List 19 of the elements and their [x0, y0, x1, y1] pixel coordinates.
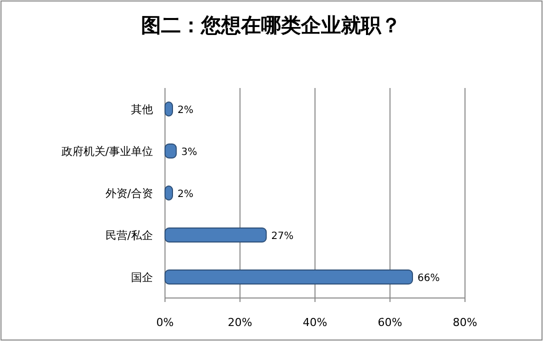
- x-tick-label: 0%: [156, 316, 174, 329]
- y-tick-label: 民营/私企: [105, 229, 153, 242]
- data-label: 2%: [178, 189, 194, 200]
- bar: [164, 144, 177, 158]
- x-tick-label: 40%: [302, 316, 328, 329]
- data-label: 66%: [418, 273, 440, 284]
- chart-title: 图二：您想在哪类企业就职？: [141, 13, 401, 37]
- x-tick-label: 80%: [452, 316, 478, 329]
- y-tick-label: 外资/合资: [105, 187, 153, 200]
- bar: [164, 270, 413, 284]
- x-tick-label: 60%: [378, 316, 402, 329]
- y-tick-label: 国企: [131, 271, 153, 284]
- x-tick-label: 20%: [228, 316, 252, 329]
- data-label: 27%: [271, 231, 294, 242]
- data-label: 3%: [181, 147, 198, 158]
- bar: [164, 228, 267, 242]
- y-tick-label: 其他: [131, 103, 153, 116]
- y-tick-label: 政府机关/事业单位: [61, 145, 153, 158]
- data-label: 2%: [178, 105, 194, 116]
